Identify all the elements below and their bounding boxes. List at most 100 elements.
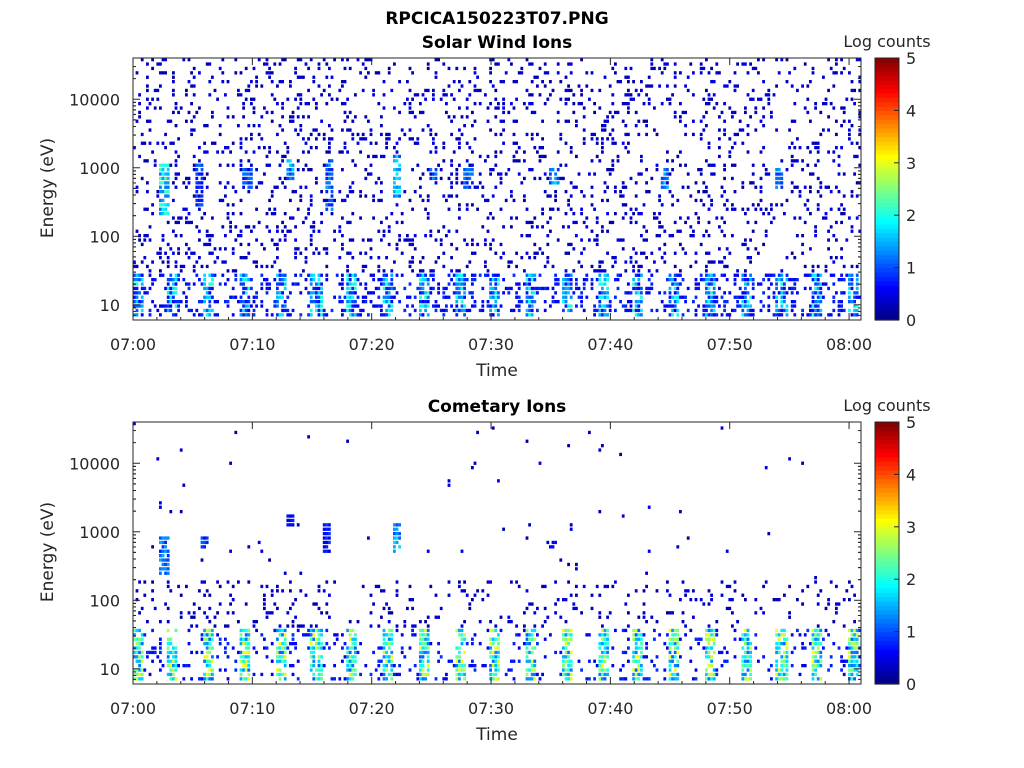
heatmap-cell [702,66,706,71]
heatmap-cell [244,308,248,313]
heatmap-cell [203,536,206,540]
heatmap-cell [244,168,248,172]
heatmap-cell [705,672,708,677]
heatmap-cell [458,659,461,663]
heatmap-cell [528,256,531,260]
heatmap-cell [205,185,209,189]
heatmap-cell [580,212,583,216]
heatmap-cell [564,273,568,277]
heatmap-cell [484,159,487,163]
heatmap-cell [174,176,178,181]
heatmap-cell [343,642,347,646]
heatmap-cell [538,677,542,681]
heatmap-cell [419,672,422,677]
heatmap-cell [216,300,219,304]
heatmap-cell [528,295,531,299]
heatmap-cell [276,150,279,154]
heatmap-cell [853,102,856,106]
heatmap-cell [286,97,290,101]
heatmap-cell [640,633,643,637]
heatmap-cell [348,620,352,624]
heatmap-cell [156,308,160,313]
heatmap-cell [174,172,178,176]
heatmap-cell [536,150,539,154]
heatmap-cell [673,664,677,668]
heatmap-cell [312,278,316,282]
heatmap-cell [494,115,498,119]
heatmap-cell [741,668,745,672]
heatmap-cell [239,637,243,641]
heatmap-cell [515,150,518,154]
heatmap-cell [289,80,292,84]
heatmap-cell [468,664,472,668]
heatmap-cell [528,602,531,606]
heatmap-cell [159,637,162,641]
heatmap-cell [421,278,425,282]
heatmap-cell [770,273,773,277]
heatmap-cell [785,58,789,62]
heatmap-cell [166,185,170,189]
heatmap-cell [398,532,401,536]
heatmap-cell [348,646,352,650]
heatmap-cell [567,668,570,672]
heatmap-cell [159,558,162,562]
heatmap-cell [572,102,576,106]
heatmap-cell [205,150,209,154]
heatmap-cell [551,88,555,93]
heatmap-cell [172,110,175,115]
heatmap-cell [369,172,373,176]
heatmap-cell [723,220,726,225]
colorbar-segment [875,71,899,77]
heatmap-cell [671,659,674,663]
heatmap-cell [582,286,586,291]
heatmap-cell [702,234,706,238]
heatmap-cell [827,247,830,251]
heatmap-cell [757,203,760,207]
heatmap-cell [450,269,453,273]
heatmap-cell [208,633,212,637]
heatmap-cell [634,124,638,128]
heatmap-cell [679,102,682,106]
heatmap-cell [530,304,534,308]
heatmap-cell [762,115,765,119]
heatmap-cell [603,646,607,650]
heatmap-cell [705,637,708,641]
heatmap-cell [528,168,531,172]
heatmap-cell [629,66,633,71]
heatmap-cell [538,159,542,163]
heatmap-cell [315,247,318,251]
heatmap-cell [341,168,344,172]
heatmap-cell [614,308,617,313]
heatmap-cell [182,291,186,295]
heatmap-cell [598,291,602,295]
heatmap-cell [244,628,248,633]
heatmap-cell [494,624,498,628]
heatmap-cell [315,646,318,650]
heatmap-cell [187,212,191,216]
heatmap-cell [554,273,557,277]
heatmap-cell [200,264,204,269]
heatmap-cell [653,128,656,132]
heatmap-cell [694,308,698,313]
heatmap-cell [647,278,651,282]
heatmap-cell [811,273,815,277]
heatmap-cell [442,194,446,198]
heatmap-cell [564,633,568,637]
heatmap-cell [172,80,175,84]
heatmap-cell [169,273,173,277]
heatmap-cell [140,260,144,264]
heatmap-cell [426,624,430,628]
heatmap-cell [816,286,820,291]
heatmap-cell [260,242,264,247]
heatmap-cell [632,668,635,672]
heatmap-cell [432,304,435,308]
heatmap-cell [239,633,243,637]
heatmap-cell [473,185,477,189]
heatmap-cell [580,251,583,255]
heatmap-cell [460,282,464,286]
heatmap-cell [205,655,209,659]
heatmap-cell [780,58,784,62]
heatmap-cell [374,181,378,185]
heatmap-cell [494,304,498,308]
heatmap-cell [728,80,732,84]
